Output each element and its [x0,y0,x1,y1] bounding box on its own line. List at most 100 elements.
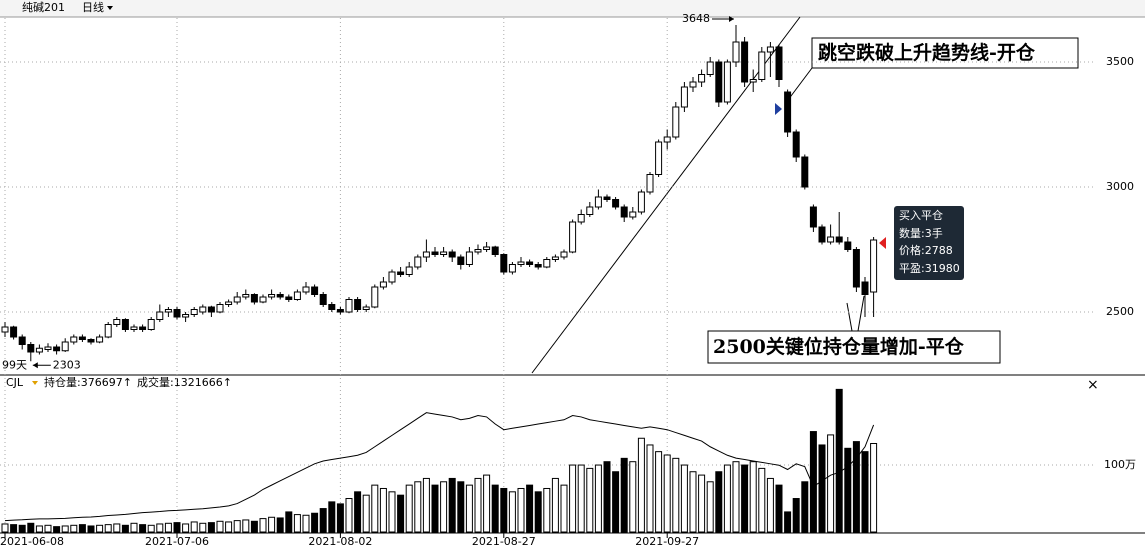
candle-body [689,81,697,88]
volume-bar [801,481,809,533]
volume-bar [474,477,482,533]
volume-bar [336,503,344,533]
indicator-header: 持仓量:376697↑ [44,375,132,389]
volume-bar [156,523,164,533]
volume-bar [620,457,628,533]
symbol[interactable]: 纯碱201 [22,1,65,14]
volume-bar [715,471,723,533]
candle-body [560,251,568,258]
candle-body [285,296,293,300]
volume-bar [818,444,826,533]
candle-body [500,254,508,273]
volume-bar [827,434,835,533]
candle-body [422,251,430,258]
candle-body [646,174,654,193]
y-tick-label: 2500 [1106,305,1134,318]
candle-body [620,206,628,218]
volume-bar [741,464,749,533]
candle-body [164,309,172,313]
volume-bar [491,484,499,533]
candle-body [414,256,422,268]
volume-bar [629,461,637,533]
open-interest-line [4,412,875,522]
candle-body [792,131,800,158]
volume-bar [354,491,362,533]
volume-bar [311,512,319,533]
x-tick-label: 2021-06-08 [0,535,64,548]
candle-body [551,256,559,260]
candle-body [302,286,310,293]
candle-body [852,249,860,288]
volume-bar [27,522,35,533]
candle-body [680,86,688,108]
volume-bar [113,523,121,533]
candle-body [698,74,706,83]
candle-body [474,249,482,253]
candle-body [78,336,86,340]
callout-pointer [846,302,853,332]
volume-bar [569,464,577,533]
candle-body [870,239,878,293]
candle-body [27,344,35,353]
volume-bar [706,481,714,533]
volume-bar [225,521,233,533]
candle-body [35,347,43,353]
candle-body [10,326,18,338]
volume-bar [87,525,95,533]
period[interactable]: 日线 [82,0,104,14]
volume-bar [663,454,671,533]
volume-bar [78,524,86,533]
candle-body [534,264,542,268]
candle-body [483,246,491,250]
y-tick-label: 3000 [1106,180,1134,193]
volume-bar [70,524,78,533]
x-tick-label: 2021-08-27 [472,535,536,548]
volume-bar [61,525,69,533]
volume-bar [835,388,843,533]
candle-body [655,141,663,175]
volume-bar [18,524,26,533]
volume-bar [792,498,800,533]
candle-body [706,61,714,75]
volume-bar [844,447,852,533]
candle-body [371,286,379,308]
volume-bar [500,487,508,533]
volume-bar [44,524,52,533]
volume-bar [766,477,774,533]
candle-body [121,319,129,330]
indicator-dropdown[interactable] [32,381,38,385]
candle-body [242,294,250,298]
candle-body [70,336,78,343]
volume-bar [431,484,439,533]
volume-bar [560,484,568,533]
candle-body [844,241,852,250]
volume-bar [371,484,379,533]
candle-body [405,266,413,275]
volume-bar [302,514,310,533]
candle-body [139,326,147,330]
volume-bar [362,494,370,533]
toolbar [0,0,1145,17]
volume-bar [809,431,817,533]
close-button[interactable]: × [1087,377,1099,393]
volume-bar [414,481,422,533]
candle-body [156,311,164,320]
candle-body [311,286,319,295]
candle-body [379,281,387,288]
candle-body [104,324,112,338]
candle-body [835,236,843,243]
volume-bar [397,494,405,533]
y-tick-label: 3500 [1106,55,1134,68]
dropdown-icon[interactable] [107,6,113,10]
candle-body [173,309,181,318]
candle-body [18,336,26,345]
candle-body [293,291,301,300]
candle-body [207,306,215,313]
volume-bar [672,457,680,533]
volume-bar [852,441,860,533]
candle-body [61,341,69,352]
callout-box [707,330,1001,364]
candle-body [508,264,516,273]
candle-body [612,199,620,208]
volume-bar [646,444,654,533]
